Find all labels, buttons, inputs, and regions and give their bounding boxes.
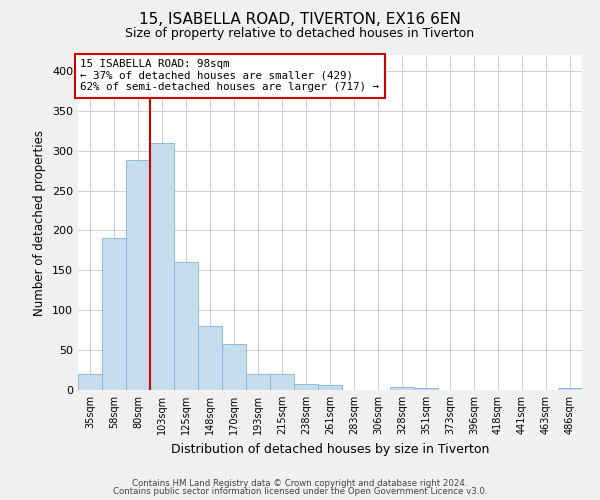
Bar: [414, 388, 438, 390]
Y-axis label: Number of detached properties: Number of detached properties: [34, 130, 46, 316]
Text: 15, ISABELLA ROAD, TIVERTON, EX16 6EN: 15, ISABELLA ROAD, TIVERTON, EX16 6EN: [139, 12, 461, 28]
Bar: [390, 387, 414, 390]
Bar: [198, 326, 222, 390]
Text: Contains HM Land Registry data © Crown copyright and database right 2024.: Contains HM Land Registry data © Crown c…: [132, 478, 468, 488]
Bar: [78, 374, 102, 390]
Bar: [150, 142, 174, 390]
Bar: [246, 374, 270, 390]
Bar: [558, 388, 582, 390]
Bar: [102, 238, 126, 390]
Bar: [222, 344, 246, 390]
Bar: [318, 385, 342, 390]
Bar: [270, 374, 294, 390]
X-axis label: Distribution of detached houses by size in Tiverton: Distribution of detached houses by size …: [171, 442, 489, 456]
Text: Contains public sector information licensed under the Open Government Licence v3: Contains public sector information licen…: [113, 487, 487, 496]
Bar: [126, 160, 150, 390]
Text: 15 ISABELLA ROAD: 98sqm
← 37% of detached houses are smaller (429)
62% of semi-d: 15 ISABELLA ROAD: 98sqm ← 37% of detache…: [80, 59, 379, 92]
Text: Size of property relative to detached houses in Tiverton: Size of property relative to detached ho…: [125, 28, 475, 40]
Bar: [174, 262, 198, 390]
Bar: [294, 384, 318, 390]
